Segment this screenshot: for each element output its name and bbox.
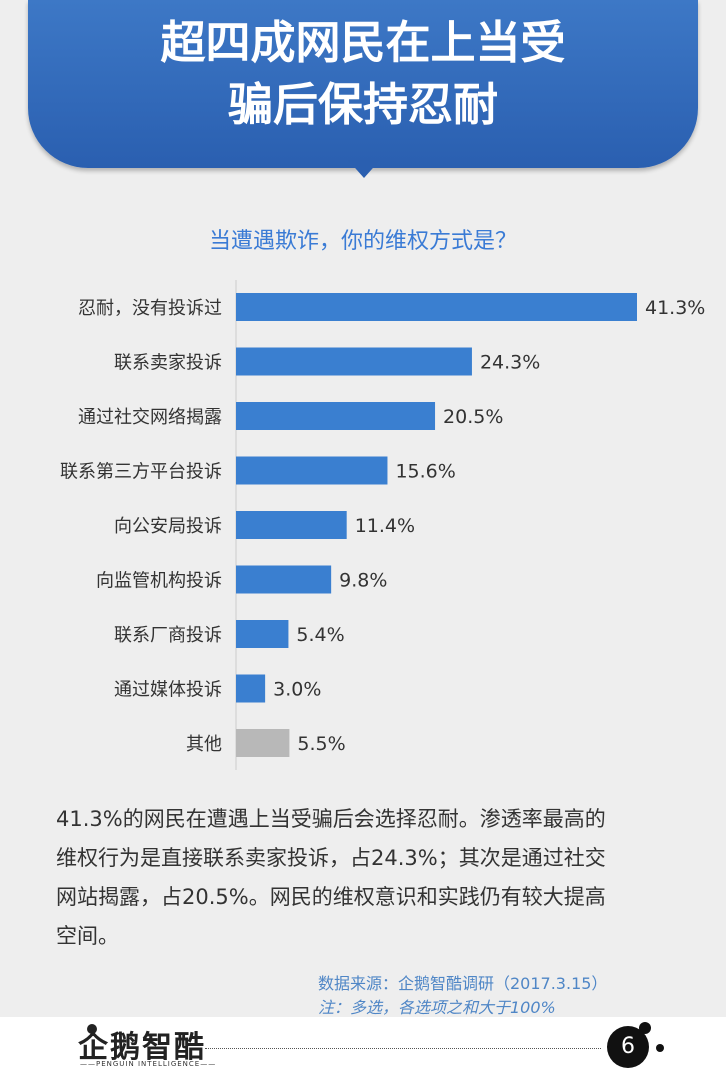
bar-2 <box>236 347 472 376</box>
value-label-9: 5.5% <box>297 733 345 755</box>
penguin-logo-icon <box>87 1024 97 1034</box>
value-label-8: 3.0% <box>273 679 321 701</box>
bar-4 <box>236 456 388 485</box>
category-label-1: 忍耐，没有投诉过 <box>78 298 222 319</box>
bar-1 <box>236 293 637 321</box>
footer-divider <box>205 1048 601 1049</box>
category-label-9: 其他 <box>186 734 222 755</box>
bar-8 <box>236 674 266 703</box>
summary-line-3: 网站揭露，占20.5%。网民的维权意识和实践仍有较大提高 <box>56 885 606 909</box>
bar-5 <box>236 511 347 539</box>
summary-line-4: 空间。 <box>56 924 119 948</box>
bar-chart: 忍耐，没有投诉过 41.3% 联系卖家投诉 24.3% 通过社交网络揭露 20.5% 联系第… <box>60 280 705 770</box>
category-label-6: 向监管机构投诉 <box>96 571 222 592</box>
value-label-7: 5.4% <box>296 624 344 646</box>
value-label-5: 11.4% <box>355 515 415 537</box>
bar-7 <box>236 620 289 648</box>
summary-line-1: 41.3%的网民在遭遇上当受骗后会选择忍耐。渗透率最高的 <box>56 807 606 831</box>
title-line-2: 骗后保持忍耐 <box>227 78 498 131</box>
value-label-2: 24.3% <box>480 352 540 374</box>
summary-line-2: 维权行为是直接联系卖家投诉，占24.3%；其次是通过社交 <box>56 846 606 870</box>
page-number: 6 <box>607 1026 649 1068</box>
value-label-1: 41.3% <box>645 297 705 319</box>
value-label-4: 15.6% <box>395 461 455 483</box>
category-label-4: 联系第三方平台投诉 <box>60 462 222 483</box>
logo-text: 企鹅智酷 <box>78 1030 206 1065</box>
title-line-1: 超四成网民在上当受 <box>160 16 566 69</box>
category-label-7: 联系厂商投诉 <box>114 625 222 646</box>
footer <box>0 1017 726 1089</box>
data-source: 数据来源：企鹅智酷调研（2017.3.15） <box>318 974 608 993</box>
value-label-6: 9.8% <box>339 570 387 592</box>
bar-3 <box>236 402 436 430</box>
bar-9 <box>236 729 290 757</box>
value-label-3: 20.5% <box>443 406 503 428</box>
footnote: 注：多选，各选项之和大于100% <box>318 998 556 1017</box>
chart-title: 当遭遇欺诈，你的维权方式是？ <box>208 229 517 254</box>
decor-dot-small <box>656 1044 664 1052</box>
logo-subtitle: ——PENGUIN INTELLIGENCE—— <box>80 1060 217 1068</box>
category-label-5: 向公安局投诉 <box>114 516 222 537</box>
bar-6 <box>236 565 332 594</box>
page-title: 超四成网民在上当受 骗后保持忍耐 <box>28 12 698 136</box>
category-label-3: 通过社交网络揭露 <box>78 407 222 428</box>
summary-text: 41.3%的网民在遭遇上当受骗后会选择忍耐。渗透率最高的 维权行为是直接联系卖家… <box>56 800 696 956</box>
category-label-8: 通过媒体投诉 <box>114 680 222 701</box>
banner-pointer <box>348 160 380 178</box>
header-banner <box>28 0 698 168</box>
category-label-2: 联系卖家投诉 <box>114 353 222 374</box>
